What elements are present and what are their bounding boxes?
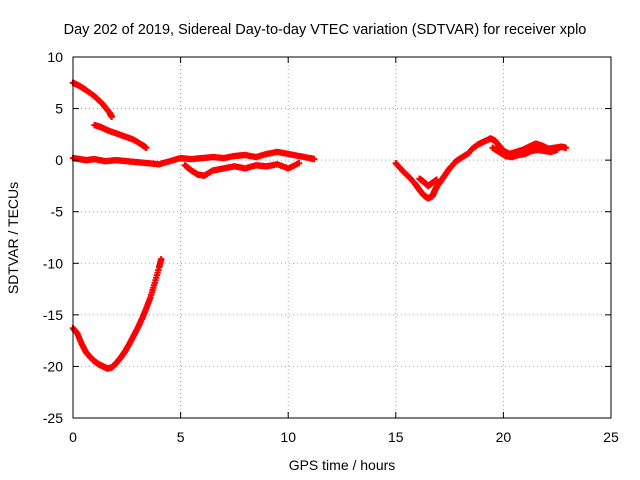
data-point bbox=[158, 255, 165, 263]
x-tick-label: 0 bbox=[69, 429, 77, 445]
series-arc-near-zero-2 bbox=[181, 160, 303, 179]
y-tick-label: -5 bbox=[51, 204, 64, 220]
series-arc-descending-high bbox=[69, 79, 115, 121]
series-arc-near-zero-1 bbox=[69, 148, 318, 168]
y-tick-label: 5 bbox=[55, 101, 63, 117]
plot-frame bbox=[72, 56, 612, 419]
x-tick-label: 20 bbox=[496, 429, 512, 445]
axis-ticks: 0 5 10 15 20 25 -25 -20 -15 -10 -5 0 5 10 bbox=[43, 49, 619, 445]
data-point bbox=[108, 113, 115, 121]
data-series bbox=[69, 79, 570, 372]
y-axis-label: SDTVAR / TECUs bbox=[5, 182, 21, 294]
data-point bbox=[554, 146, 561, 154]
y-tick-label: -20 bbox=[43, 358, 63, 374]
series-arc-afternoon-trough bbox=[392, 149, 473, 202]
data-point bbox=[295, 160, 303, 167]
y-tick-label: 10 bbox=[47, 49, 63, 65]
x-tick-label: 25 bbox=[603, 429, 619, 445]
series-arc-afternoon-spur bbox=[416, 175, 440, 190]
data-point bbox=[433, 176, 440, 183]
data-point bbox=[562, 144, 570, 151]
y-tick-label: 0 bbox=[55, 152, 63, 168]
gridlines bbox=[73, 57, 611, 418]
x-tick-label: 15 bbox=[388, 429, 404, 445]
y-tick-label: -10 bbox=[43, 255, 63, 271]
x-axis-label: GPS time / hours bbox=[289, 457, 396, 473]
data-point bbox=[142, 144, 150, 151]
data-point bbox=[310, 155, 318, 163]
series-arc-late-lower bbox=[489, 144, 561, 161]
chart-title: Day 202 of 2019, Sidereal Day-to-day VTE… bbox=[64, 22, 587, 38]
series-arc-descending-mid bbox=[91, 121, 150, 151]
x-tick-label: 5 bbox=[177, 429, 185, 445]
x-tick-label: 10 bbox=[280, 429, 296, 445]
series-arc-deep-dip bbox=[69, 255, 165, 372]
y-tick-label: -15 bbox=[43, 307, 63, 323]
y-tick-label: -25 bbox=[43, 410, 63, 426]
